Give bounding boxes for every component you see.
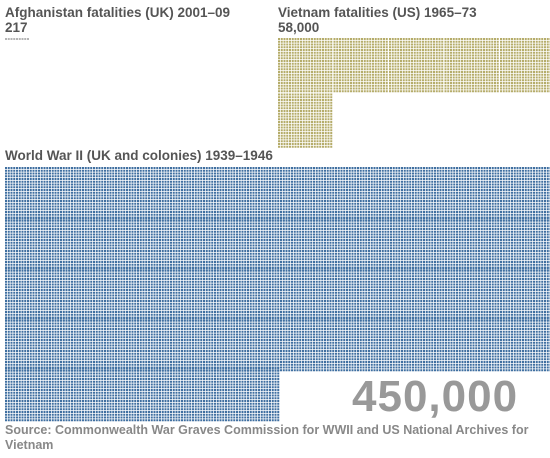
pictogram-block — [170, 317, 224, 371]
ww2-value: 450,000 — [352, 375, 518, 419]
pictogram-block — [390, 167, 444, 221]
pictogram-block — [5, 267, 59, 321]
pictogram-block-partial — [5, 38, 29, 40]
pictogram-block — [115, 367, 169, 421]
pictogram-block — [60, 267, 114, 321]
pictogram-block — [445, 38, 499, 92]
pictogram-block — [115, 317, 169, 371]
pictogram-block — [278, 38, 332, 92]
pictogram-block — [500, 317, 550, 371]
pictogram-block — [335, 217, 389, 271]
pictogram-block — [5, 367, 59, 421]
pictogram-block — [115, 167, 169, 221]
pictogram-block — [170, 217, 224, 271]
pictogram-block — [445, 217, 499, 271]
pictogram-block — [280, 317, 334, 371]
pictogram-block — [170, 167, 224, 221]
series-1-blocks — [278, 38, 550, 148]
pictogram-block — [5, 317, 59, 371]
pictogram-block — [115, 267, 169, 321]
pictogram-block — [500, 217, 550, 271]
pictogram-block — [60, 167, 114, 221]
pictogram-block — [280, 167, 334, 221]
pictogram-block — [225, 267, 279, 321]
pictogram-block — [280, 217, 334, 271]
pictogram-block — [445, 317, 499, 371]
pictogram-block — [390, 267, 444, 321]
series-0-blocks — [5, 38, 29, 40]
source-note: Source: Commonwealth War Graves Commissi… — [5, 423, 545, 453]
pictogram-block — [390, 317, 444, 371]
pictogram-block — [334, 38, 388, 92]
pictogram-block — [445, 267, 499, 321]
pictogram-block — [60, 367, 114, 421]
pictogram-block — [500, 38, 550, 92]
pictogram-block — [170, 367, 224, 421]
pictogram-block — [5, 217, 59, 271]
pictogram-block — [60, 317, 114, 371]
pictogram-block — [170, 267, 224, 321]
pictogram-block — [225, 317, 279, 371]
pictogram-block — [335, 317, 389, 371]
pictogram-block — [390, 217, 444, 271]
pictogram-block — [115, 217, 169, 271]
pictogram-block — [278, 94, 332, 148]
pictogram-block — [389, 38, 443, 92]
pictogram-block — [500, 267, 550, 321]
pictogram-block — [225, 367, 279, 421]
pictogram-block — [335, 167, 389, 221]
pictogram-block — [500, 167, 550, 221]
pictogram-block — [335, 267, 389, 321]
pictogram-block — [60, 217, 114, 271]
pictogram-block — [5, 167, 59, 221]
pictogram-block — [280, 267, 334, 321]
pictogram-block — [225, 217, 279, 271]
pictogram-block — [445, 167, 499, 221]
pictogram-block — [225, 167, 279, 221]
